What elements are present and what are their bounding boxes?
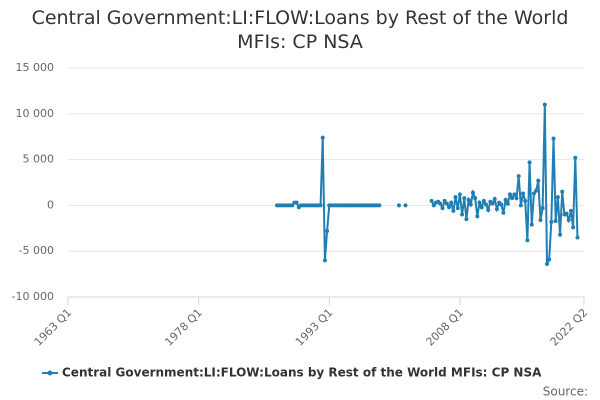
data-point — [447, 205, 452, 210]
data-point — [499, 202, 504, 207]
data-point — [547, 257, 552, 262]
y-tick-label: 15 000 — [16, 61, 55, 74]
data-point — [462, 196, 467, 201]
y-tick-label: 5 000 — [23, 153, 55, 166]
data-point — [529, 222, 534, 227]
data-point — [564, 211, 569, 216]
data-point — [477, 200, 482, 205]
data-point — [318, 203, 323, 208]
data-point — [449, 200, 454, 205]
data-point — [518, 203, 523, 208]
series-line — [277, 104, 579, 265]
data-point — [475, 214, 480, 219]
data-point — [325, 229, 330, 234]
data-point — [544, 262, 549, 267]
data-point — [438, 201, 443, 206]
y-tick-label: 0 — [47, 198, 54, 211]
chart-title: Central Government:LI:FLOW:Loans by Rest… — [31, 7, 569, 53]
x-tick-label: 1978 Q1 — [162, 306, 205, 349]
x-tick-label: 1993 Q1 — [293, 306, 336, 349]
data-point — [431, 203, 436, 208]
data-point — [481, 198, 486, 203]
data-point — [501, 210, 506, 215]
data-point — [429, 198, 434, 203]
data-point — [294, 200, 299, 205]
data-point — [455, 206, 460, 211]
data-point — [492, 196, 497, 201]
data-point — [494, 207, 499, 212]
data-point — [507, 192, 512, 197]
data-point — [573, 155, 578, 160]
data-point — [464, 217, 469, 222]
data-point — [377, 203, 382, 208]
data-point — [538, 218, 543, 223]
data-point — [479, 205, 484, 210]
data-point — [457, 192, 462, 197]
data-point — [566, 218, 571, 223]
data-point — [290, 203, 295, 208]
data-point — [531, 191, 536, 196]
data-point — [540, 206, 545, 211]
data-point — [555, 195, 560, 200]
data-point — [571, 225, 576, 230]
y-tick-label: -10 000 — [12, 290, 54, 303]
data-point — [549, 219, 554, 224]
data-point — [444, 201, 449, 206]
data-point — [516, 174, 521, 179]
source-label: Source: — [543, 385, 588, 399]
data-point — [560, 189, 565, 194]
data-point — [521, 191, 526, 196]
data-point — [440, 206, 445, 211]
data-point — [396, 203, 401, 208]
data-point — [442, 198, 447, 203]
x-tick-label: 2022 Q2 — [548, 306, 591, 349]
data-point — [523, 198, 528, 203]
data-point — [512, 192, 517, 197]
data-point — [460, 212, 465, 217]
data-point — [575, 235, 580, 240]
data-point — [525, 238, 530, 243]
data-point — [484, 202, 489, 207]
data-point — [451, 208, 456, 213]
x-tick-label: 2008 Q1 — [424, 306, 467, 349]
data-point — [490, 201, 495, 206]
data-point — [453, 195, 458, 200]
data-point — [514, 196, 519, 201]
y-tick-label: 10 000 — [16, 107, 55, 120]
data-point — [551, 136, 556, 141]
data-point — [473, 196, 478, 201]
data-point — [527, 160, 532, 165]
data-point — [322, 258, 327, 263]
data-point — [510, 196, 515, 201]
data-point — [466, 197, 471, 202]
data-point — [536, 178, 541, 183]
data-point — [534, 188, 539, 193]
data-point — [486, 207, 491, 212]
x-tick-label: 1963 Q1 — [32, 306, 75, 349]
legend-label: Central Government:LI:FLOW:Loans by Rest… — [62, 366, 542, 380]
data-point — [553, 218, 558, 223]
data-point — [470, 190, 475, 195]
y-tick-label: -5 000 — [19, 244, 54, 257]
data-point — [320, 135, 325, 140]
data-point — [542, 102, 547, 107]
data-point — [503, 197, 508, 202]
data-point — [403, 203, 408, 208]
data-point — [505, 201, 510, 206]
legend-marker — [47, 370, 53, 376]
data-point — [558, 232, 563, 237]
data-point — [468, 202, 473, 207]
data-point — [568, 208, 573, 213]
